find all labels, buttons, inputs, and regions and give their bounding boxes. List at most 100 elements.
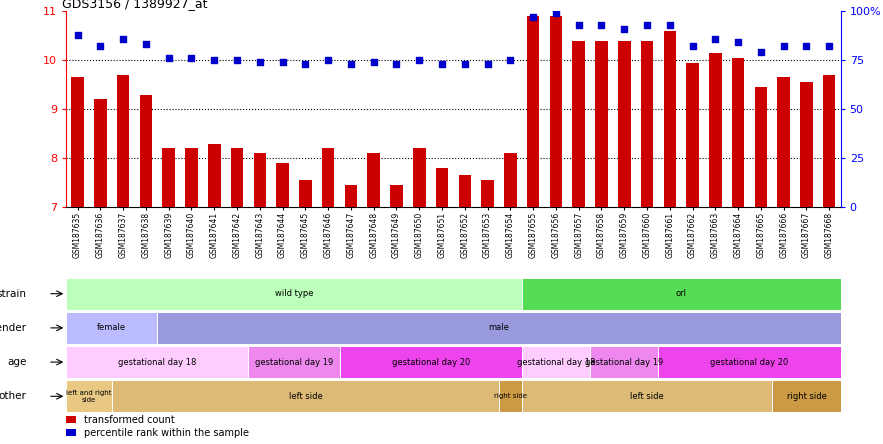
Point [617,25,631,32]
Bar [72,77,84,207]
Text: gestational day 18: gestational day 18 [118,357,197,367]
Text: left side: left side [630,392,664,401]
Text: other: other [0,391,26,401]
Point [94,43,108,50]
Bar [94,99,107,207]
Bar [709,53,721,207]
Point [230,57,244,64]
Text: gestational day 20: gestational day 20 [391,357,470,367]
Bar [481,180,494,207]
Point [298,60,313,67]
Bar [390,185,403,207]
Bar [66,429,76,436]
Bar [522,278,841,310]
Bar [66,346,248,378]
Point [663,21,677,28]
Bar [641,40,653,207]
Bar [499,380,522,412]
Bar [208,143,221,207]
Text: percentile rank within the sample: percentile rank within the sample [84,428,249,438]
Text: gestational day 19: gestational day 19 [255,357,333,367]
Point [435,60,449,67]
Text: gender: gender [0,323,26,333]
Bar [572,40,585,207]
Bar [66,278,522,310]
Point [777,43,791,50]
Point [253,59,267,66]
Text: left side: left side [289,392,322,401]
Text: female: female [97,323,126,333]
Bar [800,82,812,207]
Text: gestational day 19: gestational day 19 [585,357,663,367]
Point [571,21,585,28]
Bar [590,346,659,378]
Text: gestational day 18: gestational day 18 [517,357,595,367]
Bar [527,16,540,207]
Text: GDS3156 / 1389927_at: GDS3156 / 1389927_at [63,0,208,10]
Bar [663,31,676,207]
Point [799,43,813,50]
Bar [458,175,471,207]
Point [275,59,290,66]
Bar [66,380,112,412]
Text: right side: right side [494,393,527,399]
Text: left and right
side: left and right side [66,390,112,403]
Point [822,43,836,50]
Point [412,57,426,64]
Bar [504,153,517,207]
Bar [344,185,358,207]
Bar [755,87,767,207]
Bar [253,153,266,207]
Bar [248,346,340,378]
Bar [117,75,130,207]
Text: transformed count: transformed count [84,415,175,425]
Point [754,49,768,56]
Point [503,57,517,64]
Point [208,57,222,64]
Bar [230,148,244,207]
Text: male: male [488,323,509,333]
Point [71,31,85,38]
Text: strain: strain [0,289,26,299]
Bar [777,77,790,207]
Bar [276,163,289,207]
Point [480,60,494,67]
Bar [162,148,175,207]
Point [343,60,358,67]
Bar [112,380,499,412]
Bar [618,40,630,207]
Point [526,13,540,20]
Point [185,55,199,62]
Point [731,39,745,46]
Point [708,35,722,42]
Text: orl: orl [675,289,687,298]
Point [457,60,472,67]
Point [389,60,404,67]
Bar [773,380,841,412]
Text: gestational day 20: gestational day 20 [711,357,789,367]
Bar [140,95,152,207]
Bar [595,40,608,207]
Bar [686,63,698,207]
Bar [522,346,590,378]
Bar [66,312,157,344]
Bar [66,416,76,423]
Bar [522,380,773,412]
Text: age: age [7,357,26,367]
Point [139,41,153,48]
Bar [436,168,449,207]
Text: right side: right side [787,392,826,401]
Point [594,21,608,28]
Bar [157,312,841,344]
Bar [413,148,426,207]
Bar [367,153,380,207]
Bar [732,58,744,207]
Bar [549,16,562,207]
Bar [340,346,522,378]
Bar [299,180,312,207]
Bar [185,148,198,207]
Point [685,43,699,50]
Text: wild type: wild type [275,289,313,298]
Point [162,55,176,62]
Bar [659,346,841,378]
